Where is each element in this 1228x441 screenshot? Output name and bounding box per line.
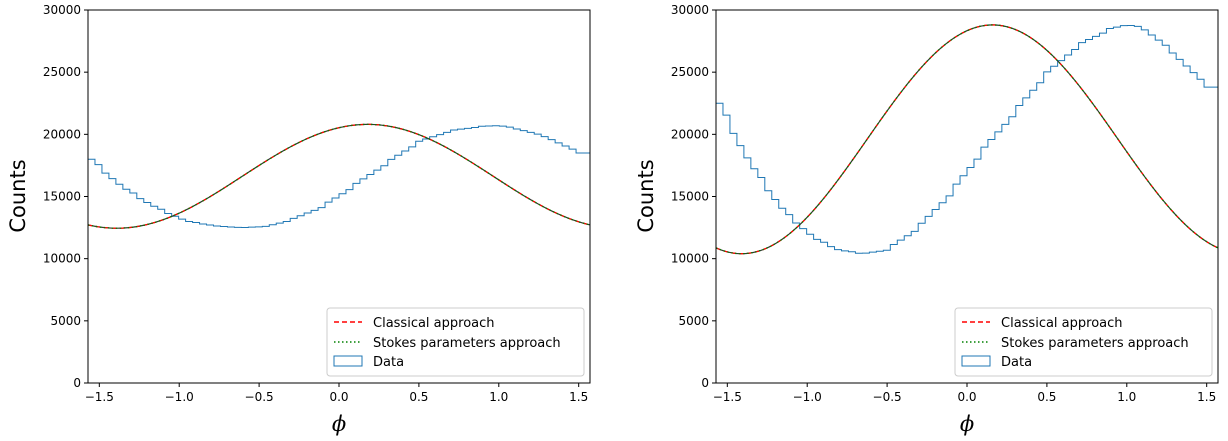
legend-label-stokes-right: Stokes parameters approach [1001, 336, 1189, 351]
x-tick-label: 1.5 [569, 390, 588, 404]
x-tick-label: −0.5 [245, 390, 274, 404]
chart-panel-right: −1.5 −1.0 −0.5 0.0 0.5 1.0 1.5 0 5000 10000 15000 2… [634, 3, 1219, 436]
axis-ticks-left: −1.5 −1.0 −0.5 0.0 0.5 1.0 1.5 0 5000 10000 15000 2… [43, 3, 588, 404]
legend-box-right [954, 307, 1213, 377]
x-tick-label: 1.5 [1197, 390, 1216, 404]
legend-label-classical-right: Classical approach [1001, 316, 1123, 331]
x-tick-label: 0.0 [329, 390, 348, 404]
x-tick-label: −1.5 [85, 390, 114, 404]
y-tick-label: 5000 [678, 314, 709, 328]
legend-box-left [326, 307, 585, 377]
y-tick-label: 0 [73, 376, 81, 390]
y-tick-label: 30000 [43, 3, 81, 17]
y-tick-label: 10000 [671, 252, 709, 266]
x-tick-label: 1.0 [1117, 390, 1136, 404]
legend-swatch-data-right [961, 355, 991, 367]
stokes-parameters-line [715, 24, 1219, 255]
y-tick-label: 0 [701, 376, 709, 390]
x-tick-label: −1.0 [165, 390, 194, 404]
y-tick-label: 25000 [43, 65, 81, 79]
y-tick-label: 20000 [43, 127, 81, 141]
y-tick-label: 15000 [671, 190, 709, 204]
x-tick-label: −1.0 [793, 390, 822, 404]
legend-left: Classical approach Stokes parameters app… [326, 307, 585, 377]
chart-panel-left: −1.5 −1.0 −0.5 0.0 0.5 1.0 1.5 0 5000 10000 15000 2… [6, 3, 591, 436]
data-histogram [715, 24, 1219, 383]
legend-label-data-left: Data [373, 355, 404, 370]
stokes-parameters-line [87, 123, 591, 229]
y-tick-label: 5000 [50, 314, 81, 328]
y-tick-label: 10000 [43, 252, 81, 266]
y-tick-label: 30000 [671, 3, 709, 17]
y-tick-label: 25000 [671, 65, 709, 79]
x-tick-label: −1.5 [713, 390, 742, 404]
y-axis-label-left: Counts [6, 159, 30, 232]
data-histogram [87, 125, 591, 383]
classical-approach-line [87, 123, 591, 229]
axis-ticks-right: −1.5 −1.0 −0.5 0.0 0.5 1.0 1.5 0 5000 10000 15000 2… [671, 3, 1216, 404]
classical-approach-line [715, 24, 1219, 255]
y-axis-label-right: Counts [634, 159, 658, 232]
legend-right: Classical approach Stokes parameters app… [954, 307, 1213, 377]
legend-label-data-right: Data [1001, 355, 1032, 370]
x-tick-label: 0.5 [1037, 390, 1056, 404]
data-marks-left [87, 123, 591, 383]
x-tick-label: 0.0 [957, 390, 976, 404]
legend-swatch-data-left [333, 355, 363, 367]
x-tick-label: 1.0 [489, 390, 508, 404]
x-tick-label: 0.5 [409, 390, 428, 404]
x-axis-label-left: ϕ [332, 412, 346, 436]
legend-label-classical-left: Classical approach [373, 316, 495, 331]
fit-curve-base [87, 123, 591, 229]
fit-curve-base [715, 24, 1219, 255]
x-tick-label: −0.5 [873, 390, 902, 404]
x-axis-label-right: ϕ [960, 412, 974, 436]
y-tick-label: 20000 [671, 127, 709, 141]
data-marks-right [715, 24, 1219, 383]
y-tick-label: 15000 [43, 190, 81, 204]
legend-label-stokes-left: Stokes parameters approach [373, 336, 561, 351]
